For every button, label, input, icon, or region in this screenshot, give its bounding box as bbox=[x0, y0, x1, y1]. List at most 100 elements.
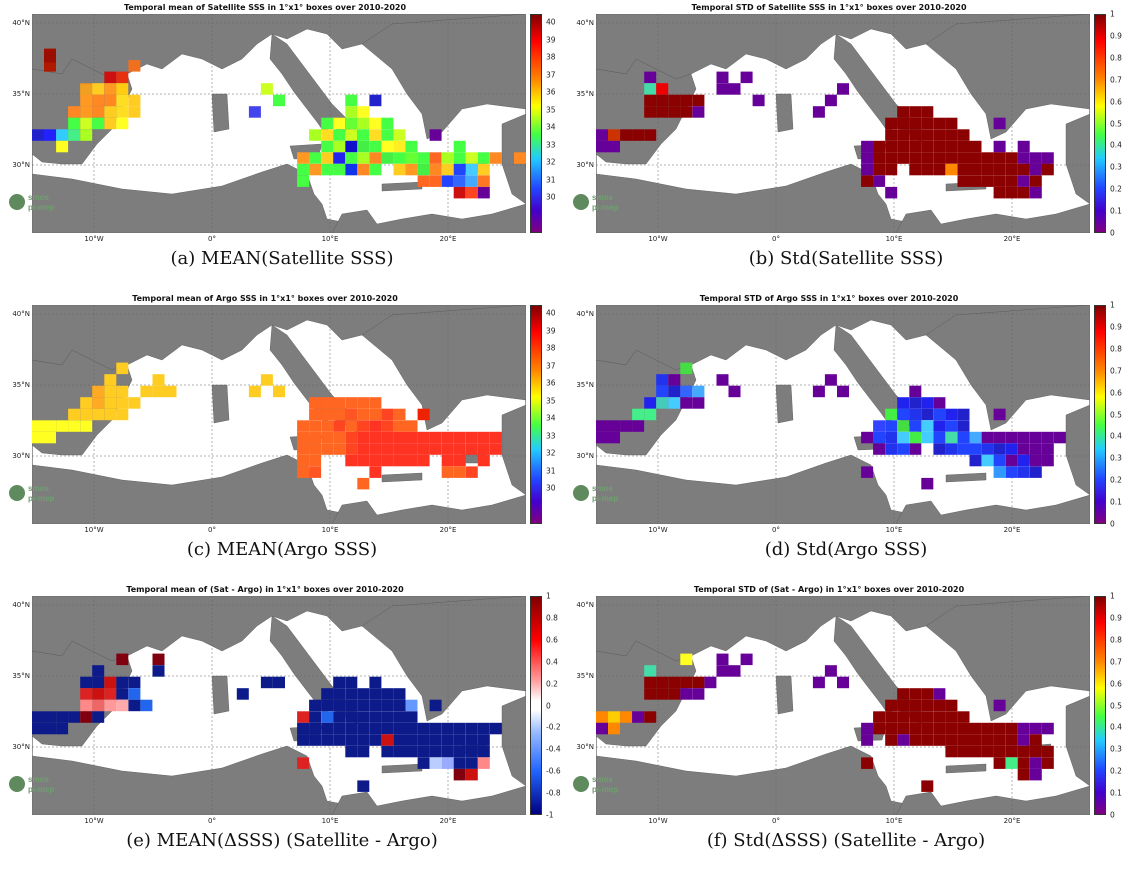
data-cell bbox=[1017, 443, 1030, 455]
figure-panel: Temporal STD of (Sat - Argo) in 1°x1° bo… bbox=[564, 582, 1128, 873]
data-cell bbox=[1017, 466, 1030, 478]
land-shape bbox=[381, 763, 423, 774]
colorbar-tick-label: 0.3 bbox=[1110, 453, 1122, 463]
colorbar-tick-label: 31 bbox=[546, 175, 556, 184]
data-cell bbox=[381, 722, 394, 735]
latitude-tick-label: 40°N bbox=[576, 310, 594, 318]
data-cell bbox=[933, 431, 946, 444]
data-cell bbox=[909, 408, 922, 421]
colorbar bbox=[1094, 305, 1106, 524]
data-cell bbox=[297, 431, 310, 444]
data-cell bbox=[1017, 186, 1030, 199]
data-cell bbox=[477, 443, 490, 455]
longitude-tick-label: 0° bbox=[772, 526, 780, 534]
data-cell bbox=[369, 466, 382, 478]
data-cell bbox=[969, 431, 982, 444]
data-cell bbox=[345, 117, 358, 130]
data-cell bbox=[104, 699, 117, 712]
data-cell bbox=[441, 175, 454, 187]
data-cell bbox=[104, 106, 117, 118]
data-cell bbox=[357, 699, 370, 712]
data-cell bbox=[333, 688, 346, 700]
data-cell bbox=[692, 385, 705, 398]
panel-caption: (f) Std(ΔSSS) (Satellite - Argo) bbox=[706, 830, 986, 851]
latitude-tick-label: 30°N bbox=[12, 161, 30, 169]
data-cell bbox=[393, 408, 406, 421]
data-cell bbox=[405, 152, 418, 164]
data-cell bbox=[465, 152, 478, 164]
data-cell bbox=[957, 711, 970, 723]
data-cell bbox=[885, 711, 898, 723]
data-cell bbox=[453, 186, 466, 199]
data-cell bbox=[1029, 186, 1042, 199]
colorbar-tick-label: 36 bbox=[546, 87, 556, 97]
svg-text:smos: smos bbox=[28, 193, 49, 202]
data-cell bbox=[873, 711, 886, 723]
data-cell bbox=[692, 676, 705, 689]
data-cell bbox=[465, 768, 478, 781]
data-cell bbox=[620, 420, 633, 432]
data-cell bbox=[644, 106, 657, 118]
land-shape bbox=[211, 675, 230, 715]
data-cell bbox=[1005, 722, 1018, 735]
data-cell bbox=[1005, 175, 1018, 187]
data-cell bbox=[453, 757, 466, 769]
colorbar-tick-label: -0.2 bbox=[546, 722, 561, 732]
data-cell bbox=[945, 140, 958, 153]
colorbar-tick-label: 37 bbox=[546, 70, 556, 79]
data-cell bbox=[909, 722, 922, 735]
svg-text:smos: smos bbox=[592, 484, 613, 493]
data-cell bbox=[333, 699, 346, 712]
svg-text:pi-mep: pi-mep bbox=[28, 494, 54, 503]
colorbar-tick-label: 0.7 bbox=[1110, 657, 1122, 667]
data-cell bbox=[957, 443, 970, 455]
data-cell bbox=[644, 711, 657, 723]
data-cell bbox=[405, 699, 418, 712]
data-cell bbox=[933, 129, 946, 141]
data-cell bbox=[309, 163, 322, 176]
data-cell bbox=[957, 140, 970, 153]
data-cell bbox=[68, 408, 81, 421]
smos-pimep-logo: smos pi-mep bbox=[8, 770, 68, 798]
data-cell bbox=[32, 722, 44, 735]
colorbar-tick-label: 0 bbox=[1110, 519, 1115, 529]
data-cell bbox=[116, 117, 129, 130]
land-shape bbox=[501, 404, 526, 496]
data-cell bbox=[909, 385, 922, 398]
data-cell bbox=[1017, 757, 1030, 769]
data-cell bbox=[56, 420, 69, 432]
colorbar-tick-label: 0.2 bbox=[1110, 184, 1122, 194]
panel-caption: (e) MEAN(ΔSSS) (Satellite - Argo) bbox=[126, 830, 438, 851]
data-cell bbox=[92, 665, 105, 677]
latitude-tick-label: 30°N bbox=[12, 743, 30, 751]
data-cell bbox=[321, 734, 334, 746]
land-shape bbox=[1065, 695, 1090, 787]
data-cell bbox=[1029, 431, 1042, 444]
data-cell bbox=[116, 106, 129, 118]
colorbar-tick-label: 33 bbox=[546, 140, 556, 149]
data-cell bbox=[885, 443, 898, 455]
data-cell bbox=[92, 385, 105, 398]
data-cell bbox=[921, 420, 934, 432]
data-cell bbox=[441, 152, 454, 164]
colorbar-tick-label: 0.2 bbox=[546, 679, 558, 689]
data-cell bbox=[333, 129, 346, 141]
colorbar-tick-label: 35 bbox=[546, 105, 556, 114]
data-cell bbox=[381, 140, 394, 153]
data-cell bbox=[429, 745, 442, 758]
data-cell bbox=[345, 408, 358, 421]
data-cell bbox=[441, 757, 454, 769]
colorbar-tick-label: 0.8 bbox=[546, 613, 558, 623]
data-cell bbox=[692, 106, 705, 118]
data-cell bbox=[393, 163, 406, 176]
data-cell bbox=[632, 408, 645, 421]
colorbar-tick-label: 39 bbox=[546, 35, 556, 44]
data-cell bbox=[909, 711, 922, 723]
data-cell bbox=[957, 431, 970, 444]
data-cell bbox=[417, 734, 430, 746]
data-cell bbox=[861, 466, 874, 478]
longitude-tick-label: 10°W bbox=[648, 235, 668, 243]
data-cell bbox=[429, 443, 442, 455]
data-cell bbox=[357, 117, 370, 130]
data-cell bbox=[164, 385, 177, 398]
